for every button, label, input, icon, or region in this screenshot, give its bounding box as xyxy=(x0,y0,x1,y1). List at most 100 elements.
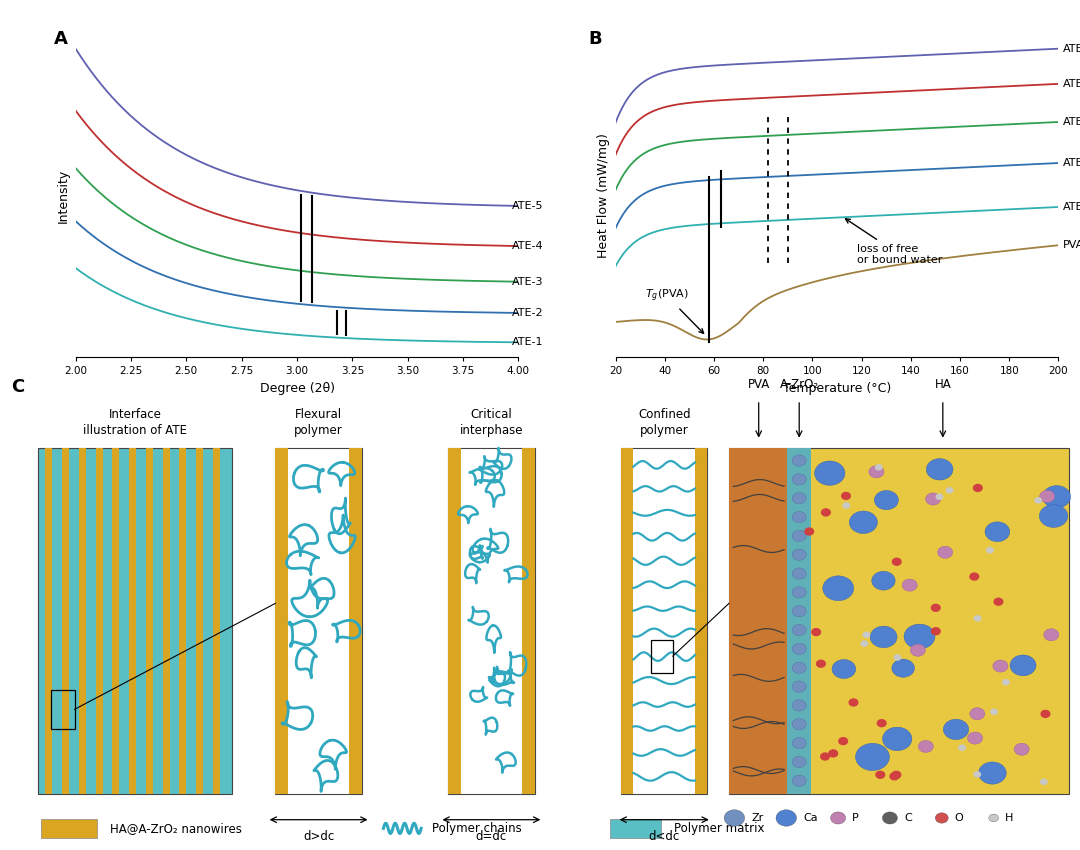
Circle shape xyxy=(875,490,899,510)
Bar xyxy=(38,448,232,794)
Circle shape xyxy=(793,605,807,617)
Circle shape xyxy=(855,744,890,771)
Text: C: C xyxy=(904,813,912,823)
Text: ATE-1: ATE-1 xyxy=(512,337,543,347)
Circle shape xyxy=(1014,743,1029,756)
Circle shape xyxy=(935,813,948,823)
Circle shape xyxy=(1040,490,1055,502)
Bar xyxy=(51,690,75,728)
Text: ATE-1: ATE-1 xyxy=(1064,202,1080,212)
Circle shape xyxy=(843,503,850,508)
Text: d<dc: d<dc xyxy=(649,830,679,843)
Text: B: B xyxy=(589,30,603,48)
Circle shape xyxy=(918,740,933,752)
Circle shape xyxy=(974,615,981,620)
Bar xyxy=(275,448,287,794)
Circle shape xyxy=(793,756,807,768)
Circle shape xyxy=(822,509,831,516)
Bar xyxy=(197,448,203,794)
Text: ATE-4: ATE-4 xyxy=(1064,79,1080,89)
Circle shape xyxy=(1035,498,1041,503)
Y-axis label: Heat Flow (mW/mg): Heat Flow (mW/mg) xyxy=(597,133,610,258)
Circle shape xyxy=(876,771,885,779)
Circle shape xyxy=(990,709,997,714)
Text: PVA: PVA xyxy=(747,378,770,391)
Circle shape xyxy=(926,493,941,505)
Bar xyxy=(41,819,97,838)
Circle shape xyxy=(970,573,978,580)
Circle shape xyxy=(892,771,901,779)
Circle shape xyxy=(793,473,807,485)
Circle shape xyxy=(805,528,813,535)
Text: ATE-5: ATE-5 xyxy=(512,201,543,211)
Circle shape xyxy=(793,738,807,749)
Circle shape xyxy=(1040,779,1047,785)
Bar xyxy=(610,819,661,838)
Circle shape xyxy=(793,568,807,579)
Bar xyxy=(349,448,362,794)
Circle shape xyxy=(1041,711,1050,717)
Bar xyxy=(448,448,535,794)
Circle shape xyxy=(882,727,912,751)
Bar xyxy=(179,448,187,794)
Circle shape xyxy=(932,628,941,635)
Circle shape xyxy=(890,773,899,779)
Circle shape xyxy=(849,699,858,706)
Circle shape xyxy=(959,745,966,751)
Text: O: O xyxy=(955,813,963,823)
Circle shape xyxy=(793,493,807,504)
Circle shape xyxy=(793,643,807,654)
Circle shape xyxy=(793,700,807,711)
Text: Ca: Ca xyxy=(802,813,818,823)
Circle shape xyxy=(902,579,917,591)
Circle shape xyxy=(876,465,882,470)
Circle shape xyxy=(894,654,901,660)
Circle shape xyxy=(946,488,953,493)
Circle shape xyxy=(814,461,845,485)
Text: Polymer matrix: Polymer matrix xyxy=(674,822,765,835)
Text: Critical
interphase: Critical interphase xyxy=(460,408,523,437)
Bar xyxy=(163,448,170,794)
Bar xyxy=(787,448,811,794)
Circle shape xyxy=(828,750,837,756)
Y-axis label: Intensity: Intensity xyxy=(57,168,70,223)
Circle shape xyxy=(724,810,745,826)
Circle shape xyxy=(849,511,877,534)
Text: Confined
polymer: Confined polymer xyxy=(638,408,690,437)
Text: ATE-5: ATE-5 xyxy=(1064,43,1080,54)
Circle shape xyxy=(821,753,829,760)
Circle shape xyxy=(937,547,953,558)
Circle shape xyxy=(872,571,895,590)
Circle shape xyxy=(793,718,807,730)
Circle shape xyxy=(882,812,897,824)
Circle shape xyxy=(793,625,807,636)
Circle shape xyxy=(877,720,886,727)
Circle shape xyxy=(993,660,1008,672)
Circle shape xyxy=(1002,680,1009,685)
X-axis label: Degree (2θ): Degree (2θ) xyxy=(259,382,335,394)
Circle shape xyxy=(892,558,901,565)
Bar xyxy=(146,448,153,794)
Bar xyxy=(696,448,707,794)
Text: Zr: Zr xyxy=(751,813,764,823)
Circle shape xyxy=(793,586,807,598)
Circle shape xyxy=(1010,655,1036,676)
Text: loss of free
or bound water: loss of free or bound water xyxy=(846,218,942,265)
Bar xyxy=(523,448,535,794)
Circle shape xyxy=(793,530,807,541)
Circle shape xyxy=(812,629,821,636)
Bar xyxy=(621,448,707,794)
Bar xyxy=(45,448,52,794)
Bar xyxy=(130,448,136,794)
Circle shape xyxy=(985,522,1010,541)
Bar xyxy=(729,448,1069,794)
Text: H: H xyxy=(1004,813,1013,823)
Text: HA: HA xyxy=(934,378,951,391)
Circle shape xyxy=(831,812,846,824)
Text: Flexural
polymer: Flexural polymer xyxy=(294,408,343,437)
Circle shape xyxy=(989,814,999,822)
Circle shape xyxy=(995,598,1003,605)
Text: A-ZrO₂: A-ZrO₂ xyxy=(780,378,819,391)
Text: A: A xyxy=(54,30,68,48)
Circle shape xyxy=(1043,629,1058,641)
